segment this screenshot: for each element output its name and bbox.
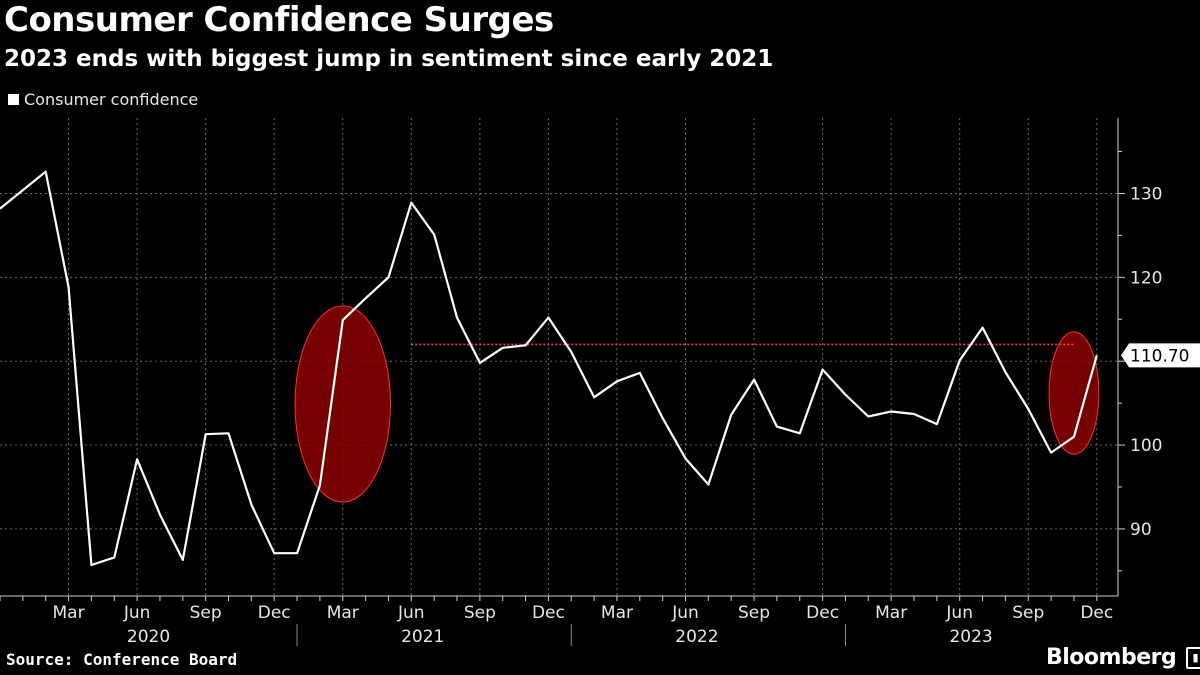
y-axis: 90100110120130110.70 bbox=[1117, 118, 1200, 596]
x-tick-label: Sep bbox=[1012, 603, 1044, 623]
highlight-ellipses bbox=[294, 305, 1100, 503]
highlight-ellipse bbox=[294, 305, 391, 503]
gridlines bbox=[0, 118, 1118, 596]
x-tick-label: Sep bbox=[464, 603, 496, 623]
legend-label: Consumer confidence bbox=[24, 90, 199, 109]
bloomberg-terminal-icon: ▮ bbox=[1186, 646, 1200, 669]
brand-name: Bloomberg bbox=[1046, 645, 1177, 670]
x-tick-label: Jun bbox=[397, 603, 425, 623]
x-tick-label: Mar bbox=[601, 603, 633, 623]
legend-swatch bbox=[8, 94, 19, 105]
legend: Consumer confidence bbox=[8, 90, 198, 109]
y-tick-label: 100 bbox=[1130, 436, 1162, 456]
x-tick-label: Mar bbox=[53, 603, 85, 623]
last-value-label: 110.70 bbox=[1130, 346, 1189, 366]
x-year-label: 2020 bbox=[127, 627, 170, 647]
x-axis: Mar Jun Sep Dec Mar Jun Sep Dec Mar Jun Sep Dec Mar J… bbox=[0, 595, 1118, 647]
y-tick-label: 90 bbox=[1130, 520, 1152, 540]
y-tick-label: 120 bbox=[1130, 268, 1162, 288]
x-tick-label: Jun bbox=[671, 603, 699, 623]
x-tick-label: Dec bbox=[258, 603, 291, 623]
brand-logo: Bloomberg ▮ bbox=[1046, 645, 1200, 670]
x-year-label: 2023 bbox=[949, 627, 992, 647]
x-tick-label: Jun bbox=[123, 603, 151, 623]
chart-subtitle: 2023 ends with biggest jump in sentiment… bbox=[4, 46, 774, 72]
x-tick-label: Sep bbox=[190, 603, 222, 623]
series-line-consumer-confidence bbox=[0, 170, 1098, 567]
y-tick-label: 130 bbox=[1130, 184, 1162, 204]
x-tick-label: Dec bbox=[532, 603, 565, 623]
x-tick-label: Sep bbox=[738, 603, 770, 623]
chart-title: Consumer Confidence Surges bbox=[4, 0, 554, 40]
x-year-label: 2022 bbox=[675, 627, 718, 647]
x-tick-label: Jun bbox=[945, 603, 973, 623]
x-tick-label: Dec bbox=[806, 603, 839, 623]
source-note: Source: Conference Board bbox=[6, 650, 238, 669]
highlight-ellipse bbox=[1048, 331, 1100, 455]
x-tick-label: Mar bbox=[327, 603, 359, 623]
x-tick-label: Mar bbox=[875, 603, 907, 623]
x-year-label: 2021 bbox=[401, 627, 444, 647]
x-tick-label: Dec bbox=[1080, 603, 1113, 623]
last-value-tag bbox=[1121, 343, 1200, 368]
series-group bbox=[0, 170, 1098, 567]
